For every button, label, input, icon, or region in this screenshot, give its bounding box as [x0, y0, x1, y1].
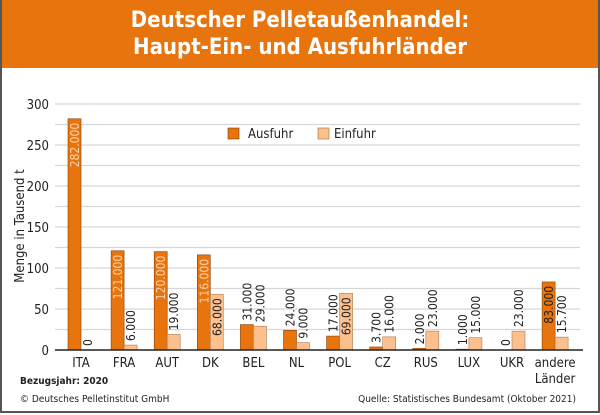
data-label: 0 [81, 339, 95, 346]
legend-label-einfuhr: Einfuhr [334, 127, 376, 142]
data-label: 23.000 [512, 289, 526, 327]
legend-swatch-einfuhr [317, 127, 330, 140]
gridlines [55, 103, 580, 331]
legend-label-ausfuhr: Ausfuhr [248, 127, 293, 142]
data-label: 120.000 [154, 255, 168, 300]
data-label: 0 [499, 339, 513, 346]
legend: Ausfuhr Einfuhr [227, 127, 376, 142]
data-label: 17.000 [327, 294, 341, 332]
data-label: 68.000 [210, 298, 224, 336]
x-tick-label: LUX [458, 356, 480, 371]
x-tick-label: ITA [72, 356, 90, 371]
data-label: 3.700 [370, 312, 384, 343]
data-label: 83.000 [542, 286, 556, 324]
x-tick-label-line-2: Länder [535, 372, 576, 387]
x-axis-labels: ITA FRA AUT DK BEL NL POL CZ RUS LUX UKR andereLänd… [72, 356, 575, 387]
y-tick-label: 50 [34, 303, 49, 318]
data-label: 16.000 [383, 295, 397, 333]
y-tick-label: 100 [27, 262, 49, 277]
x-tick-label: andere [535, 356, 576, 371]
data-label: 15.700 [555, 295, 569, 333]
x-tick-label: UKR [500, 356, 524, 371]
data-label: 23.000 [426, 289, 440, 327]
y-axis-label: Menge in Tausend t [13, 169, 28, 283]
y-tick-label: 250 [27, 139, 49, 154]
y-tick-label: 150 [27, 221, 49, 236]
x-tick-label: AUT [155, 356, 180, 371]
x-tick-label: CZ [375, 356, 391, 371]
data-label: 2.000 [413, 313, 427, 344]
data-label: 24.000 [284, 288, 298, 326]
title-banner: Deutscher Pelletaußenhandel: Haupt-Ein- … [0, 0, 600, 68]
y-axis-ticks: 0 50 100 150 200 250 300 [27, 98, 49, 359]
data-label: 19.000 [167, 293, 181, 331]
x-tick-label: NL [289, 356, 305, 371]
data-label: 69.000 [340, 297, 354, 335]
reference-year: Bezugsjahr: 2020 [20, 376, 109, 387]
x-tick-label: RUS [414, 356, 438, 371]
data-label: 116.000 [197, 259, 211, 304]
x-tick-label: DK [202, 356, 219, 371]
y-tick-label: 300 [27, 98, 49, 113]
copyright: © Deutsches Pelletinstitut GmbH [20, 394, 170, 405]
chart-title-line-2: Haupt-Ein- und Ausfuhrländer [133, 35, 467, 60]
x-tick-label: BEL [242, 356, 264, 371]
data-label: 9.000 [297, 308, 311, 339]
y-tick-label: 200 [27, 180, 49, 195]
y-tick-label: 0 [42, 344, 49, 359]
data-label: 1.000 [456, 314, 470, 345]
data-label: 31.000 [240, 283, 254, 321]
chart-title-line-1: Deutscher Pelletaußenhandel: [130, 8, 470, 33]
source-note: Quelle: Statistisches Bundesamt (Oktober… [358, 394, 576, 405]
data-label: 29.000 [253, 284, 267, 322]
x-tick-label: FRA [113, 356, 135, 371]
x-tick-label: POL [328, 356, 351, 371]
legend-swatch-ausfuhr [227, 127, 240, 140]
data-label: 15.000 [469, 296, 483, 334]
data-label: 121.000 [111, 255, 125, 300]
data-label: 6.000 [124, 310, 138, 341]
data-label: 282.000 [68, 123, 82, 168]
